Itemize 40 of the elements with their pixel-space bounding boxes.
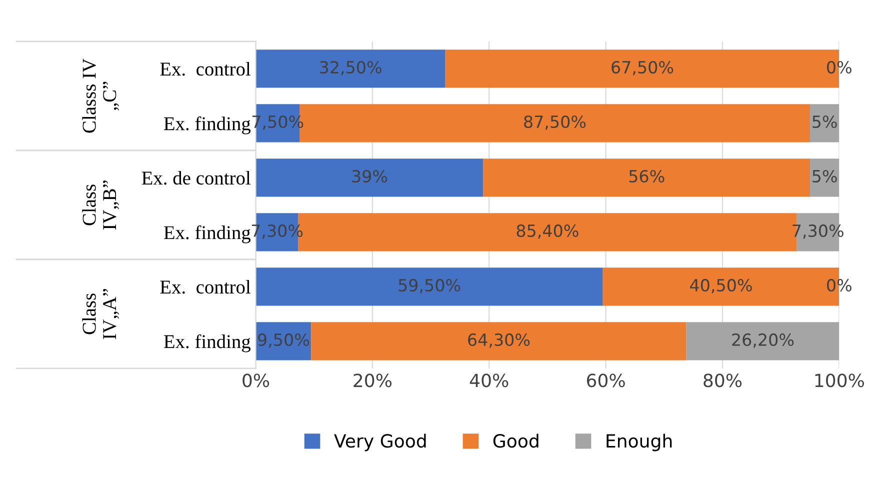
- data-label: 59,50%: [398, 278, 460, 294]
- bar: [311, 322, 686, 360]
- bar: [256, 322, 312, 360]
- y-tick-label: Ex. finding: [164, 225, 251, 244]
- legend-label: Very Good: [334, 434, 426, 452]
- bar: [686, 322, 840, 360]
- x-tick-label: 100%: [815, 374, 864, 388]
- bar: [810, 104, 840, 142]
- text: Class IV„A”: [82, 288, 119, 340]
- x-tick-label: 0%: [242, 374, 270, 388]
- x-tick-label: 60%: [586, 374, 625, 388]
- y-tick-label: Ex. de control: [142, 170, 250, 185]
- x-tick-label: 80%: [704, 374, 742, 388]
- bar: [810, 158, 840, 197]
- x-tick-label: 20%: [354, 374, 392, 388]
- y-tick-label: Ex. finding: [164, 116, 251, 134]
- data-label: 32,50%: [320, 60, 382, 76]
- data-label: 85,40%: [516, 224, 578, 239]
- bar: [256, 268, 603, 306]
- data-label: 5%: [812, 115, 837, 128]
- data-label: 87,50%: [524, 115, 586, 130]
- legend-label: Good: [493, 434, 538, 448]
- data-label: 5%: [812, 170, 837, 183]
- data-label: 64,30%: [468, 333, 530, 348]
- data-label: 67,50%: [612, 60, 674, 76]
- y-tick-label: Ex. control: [160, 62, 250, 76]
- data-label: 56%: [629, 170, 664, 183]
- bar: [256, 50, 446, 88]
- data-label: 9,50%: [258, 333, 310, 348]
- data-label: 39%: [352, 170, 388, 183]
- data-label: 26,20%: [732, 333, 794, 348]
- data-label: 40,50%: [690, 278, 752, 294]
- x-tick-label: 40%: [470, 374, 508, 388]
- text: Class IV„B”: [82, 180, 119, 230]
- text: Classs IV „C”: [82, 58, 119, 133]
- legend-label: Enough: [606, 434, 672, 452]
- y-tick-label: Ex. control: [160, 280, 250, 294]
- y-tick-label: Ex. finding: [164, 334, 251, 352]
- bar: [256, 158, 484, 197]
- bar: [483, 158, 810, 197]
